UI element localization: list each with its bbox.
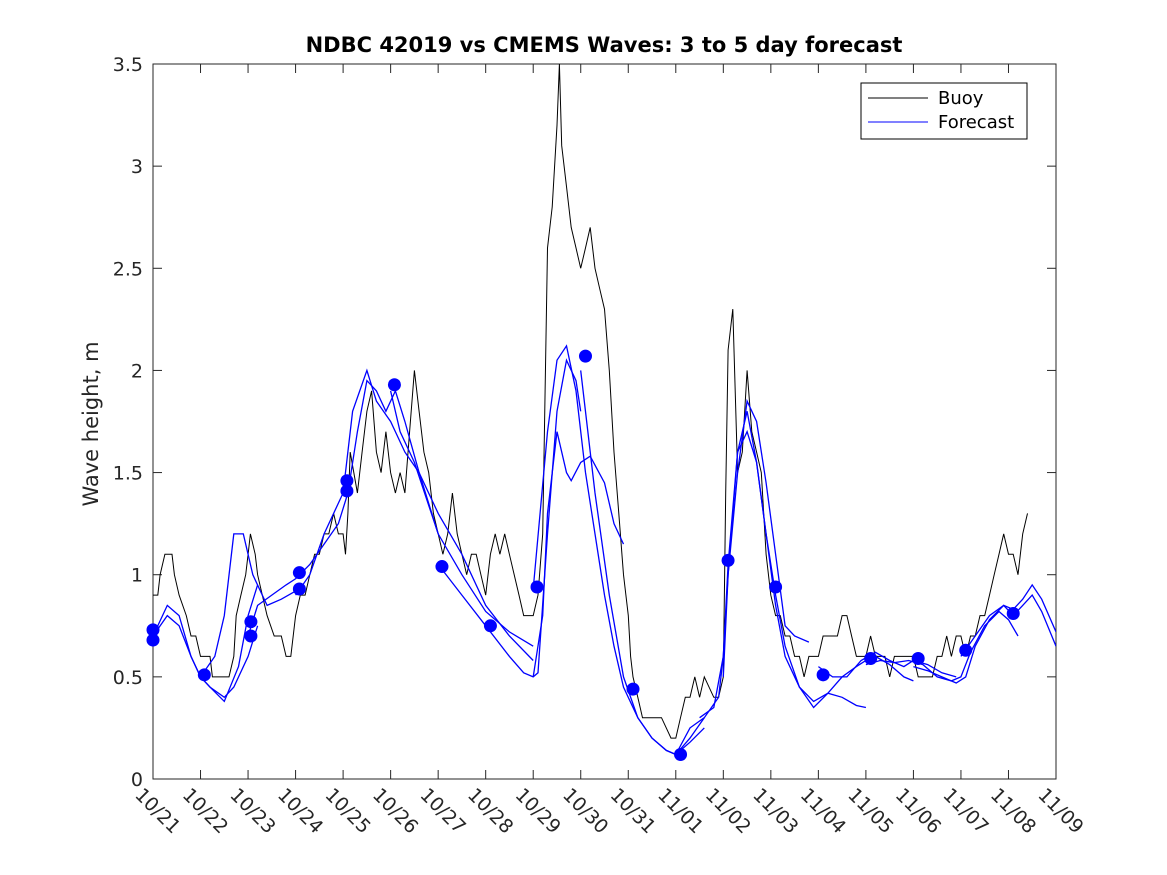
legend-buoy-label: Buoy	[938, 88, 984, 109]
forecast-marker	[483, 619, 497, 633]
forecast-marker	[530, 580, 544, 594]
forecast-marker	[244, 629, 258, 643]
forecast-marker	[769, 580, 783, 594]
y-tick-label: 0	[131, 769, 143, 791]
forecast-marker	[435, 560, 449, 574]
forecast-series-line	[295, 368, 439, 596]
y-tick-label: 1.5	[113, 463, 143, 485]
forecast-series-line	[153, 584, 259, 703]
forecast-marker	[911, 651, 925, 665]
forecast-series-line	[437, 358, 582, 678]
forecast-series-line	[675, 398, 810, 755]
y-tick-label: 1	[131, 565, 143, 587]
forecast-marker	[292, 566, 306, 580]
y-tick-label: 3.5	[113, 54, 143, 76]
forecast-marker	[959, 643, 973, 657]
forecast-marker	[146, 633, 160, 647]
forecast-series-line	[818, 651, 957, 678]
forecast-series-line	[699, 411, 867, 719]
forecast-series-line	[199, 533, 296, 678]
forecast-marker	[721, 553, 735, 567]
forecast-marker	[340, 474, 354, 488]
forecast-marker	[292, 582, 306, 596]
legend: Buoy Forecast	[860, 82, 1028, 140]
forecast-marker	[340, 484, 354, 498]
forecast-series-line	[532, 431, 625, 677]
forecast-marker	[146, 623, 160, 637]
forecast-series-line	[722, 429, 914, 709]
y-tick-label: 0.5	[113, 667, 143, 689]
forecast-series-line	[913, 583, 1056, 684]
chart-title: NDBC 42019 vs CMEMS Waves: 3 to 5 day fo…	[306, 33, 903, 57]
forecast-marker	[387, 378, 401, 392]
y-axis-label: Wave height, m	[79, 341, 103, 506]
legend-box	[860, 82, 1028, 140]
forecast-marker	[864, 651, 878, 665]
forecast-marker	[244, 615, 258, 629]
legend-forecast-label: Forecast	[938, 112, 1014, 133]
forecast-marker	[816, 668, 830, 682]
forecast-series-line	[347, 379, 534, 661]
y-tick-label: 2.5	[113, 258, 143, 280]
buoy-series-line	[153, 64, 1028, 739]
forecast-marker	[197, 668, 211, 682]
y-tick-label: 2	[131, 360, 143, 382]
forecast-marker	[1006, 607, 1020, 621]
forecast-series-line	[580, 370, 705, 756]
forecast-marker	[578, 349, 592, 363]
forecast-series-line	[247, 492, 349, 637]
forecast-marker	[674, 747, 688, 761]
y-tick-label: 3	[131, 156, 143, 178]
forecast-series-line	[389, 390, 534, 647]
forecast-marker	[626, 682, 640, 696]
axes-box	[152, 63, 1057, 780]
